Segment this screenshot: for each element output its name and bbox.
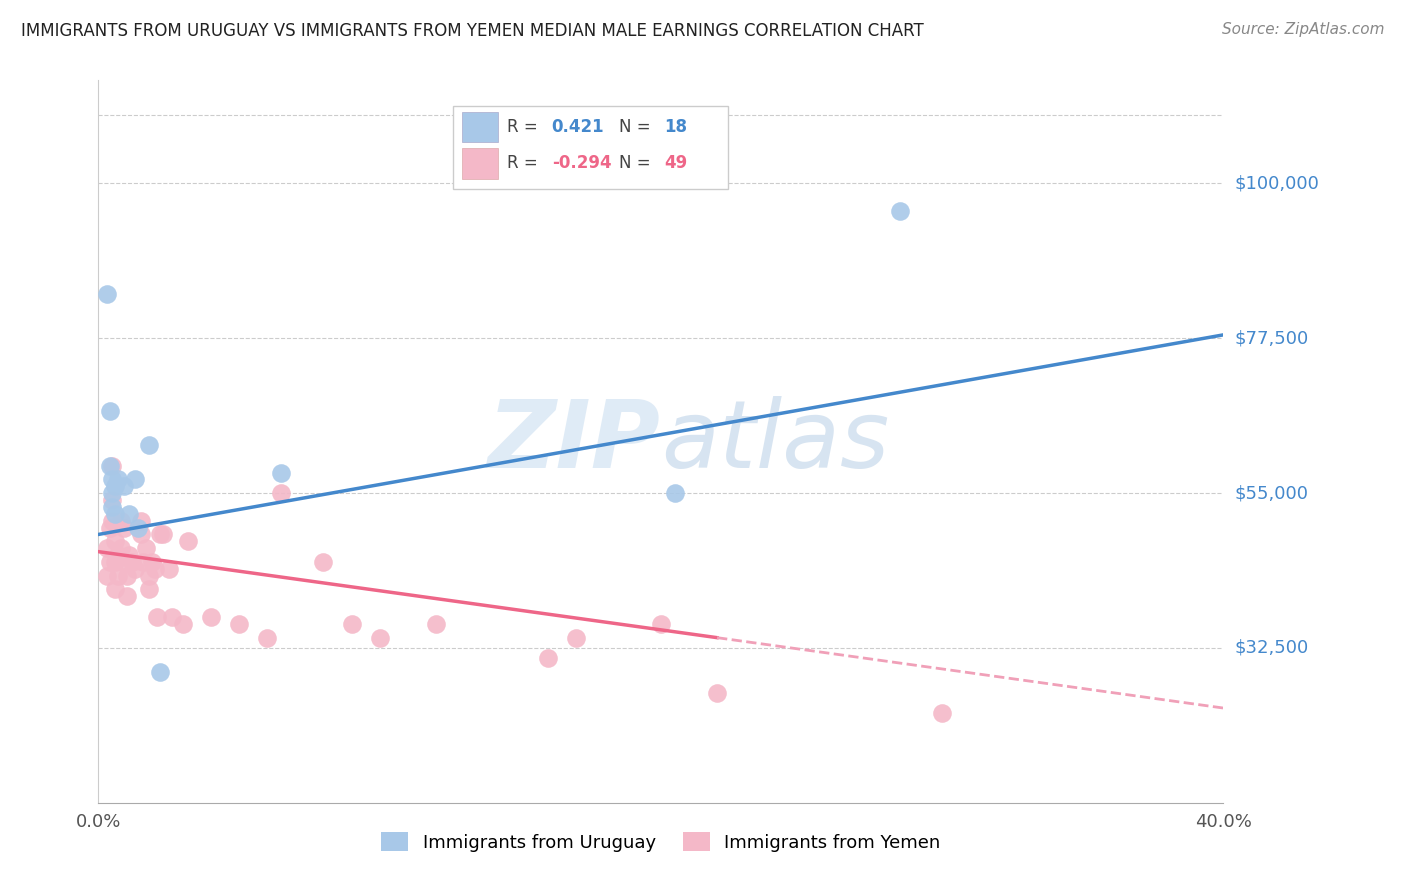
- Point: [104, 479, 127, 493]
- Text: 49: 49: [664, 154, 688, 172]
- Point: [340, 616, 363, 631]
- Text: $55,000: $55,000: [1234, 484, 1309, 502]
- Point: [112, 479, 135, 493]
- Point: [101, 500, 124, 514]
- Point: [157, 562, 180, 576]
- Point: [129, 527, 152, 541]
- Point: [110, 541, 132, 556]
- Point: [124, 472, 146, 486]
- Point: [138, 438, 160, 452]
- Point: [172, 616, 194, 631]
- Text: atlas: atlas: [661, 396, 889, 487]
- Point: [200, 610, 222, 624]
- Point: [101, 486, 124, 500]
- Point: [425, 616, 447, 631]
- Point: [129, 514, 152, 528]
- FancyBboxPatch shape: [461, 112, 498, 143]
- Point: [104, 555, 127, 569]
- Point: [98, 555, 121, 569]
- Point: [98, 403, 121, 417]
- Point: [112, 520, 135, 534]
- Point: [112, 555, 135, 569]
- FancyBboxPatch shape: [453, 105, 728, 189]
- Point: [118, 507, 141, 521]
- Point: [152, 527, 174, 541]
- Text: 18: 18: [664, 119, 688, 136]
- Point: [149, 665, 172, 679]
- Point: [270, 466, 292, 480]
- Text: R =: R =: [506, 119, 537, 136]
- Text: $32,500: $32,500: [1234, 639, 1309, 657]
- Point: [135, 541, 157, 556]
- Point: [115, 590, 138, 604]
- Text: R =: R =: [506, 154, 537, 172]
- Point: [138, 568, 160, 582]
- Point: [104, 507, 127, 521]
- Point: [121, 555, 143, 569]
- Point: [270, 486, 292, 500]
- Point: [141, 555, 163, 569]
- Point: [931, 706, 953, 721]
- Point: [160, 610, 183, 624]
- Text: IMMIGRANTS FROM URUGUAY VS IMMIGRANTS FROM YEMEN MEDIAN MALE EARNINGS CORRELATIO: IMMIGRANTS FROM URUGUAY VS IMMIGRANTS FR…: [21, 22, 924, 40]
- Point: [101, 493, 124, 508]
- Point: [115, 568, 138, 582]
- Point: [706, 686, 728, 700]
- Point: [101, 472, 124, 486]
- Legend: Immigrants from Uruguay, Immigrants from Yemen: Immigrants from Uruguay, Immigrants from…: [374, 825, 948, 859]
- Point: [110, 514, 132, 528]
- Point: [132, 555, 155, 569]
- Point: [368, 631, 391, 645]
- Point: [118, 548, 141, 562]
- Point: [101, 514, 124, 528]
- Text: $100,000: $100,000: [1234, 175, 1319, 193]
- Point: [98, 520, 121, 534]
- Point: [228, 616, 250, 631]
- Point: [312, 555, 335, 569]
- Point: [96, 286, 118, 301]
- Text: ZIP: ZIP: [488, 395, 661, 488]
- FancyBboxPatch shape: [461, 148, 498, 178]
- Point: [664, 486, 686, 500]
- Point: [650, 616, 672, 631]
- Point: [96, 541, 118, 556]
- Point: [565, 631, 588, 645]
- Text: N =: N =: [619, 119, 651, 136]
- Point: [149, 527, 172, 541]
- Point: [96, 568, 118, 582]
- Point: [101, 458, 124, 473]
- Text: N =: N =: [619, 154, 651, 172]
- Point: [143, 562, 166, 576]
- Point: [256, 631, 278, 645]
- Point: [537, 651, 560, 665]
- Point: [98, 458, 121, 473]
- Point: [107, 568, 129, 582]
- Point: [124, 562, 146, 576]
- Point: [107, 472, 129, 486]
- Point: [138, 582, 160, 597]
- Text: $77,500: $77,500: [1234, 329, 1309, 347]
- Text: Source: ZipAtlas.com: Source: ZipAtlas.com: [1222, 22, 1385, 37]
- Point: [107, 548, 129, 562]
- Point: [177, 534, 200, 549]
- Point: [104, 582, 127, 597]
- Point: [146, 610, 169, 624]
- Text: 0.421: 0.421: [551, 119, 605, 136]
- Point: [889, 204, 911, 219]
- Point: [127, 520, 149, 534]
- Text: -0.294: -0.294: [551, 154, 612, 172]
- Point: [104, 534, 127, 549]
